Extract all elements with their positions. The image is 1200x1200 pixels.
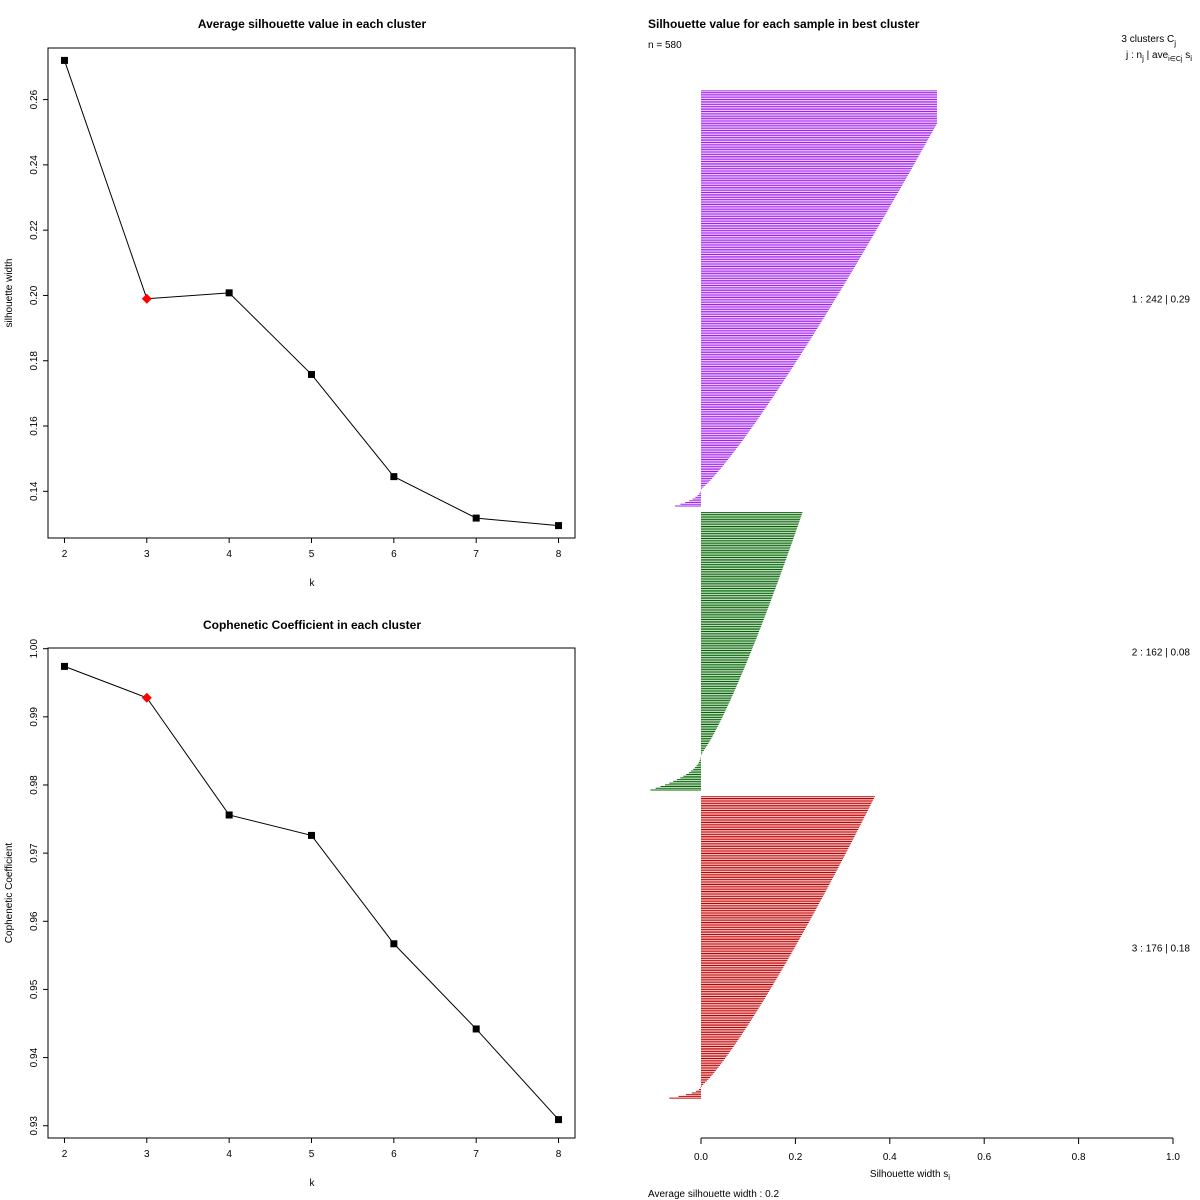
- data-point: [390, 473, 398, 481]
- x-tick-label: 0.6: [977, 1152, 991, 1163]
- y-axis-label: Cophenetic Coefficient: [4, 843, 15, 944]
- data-point: [225, 811, 233, 819]
- x-axis-ticks: 2 3 4 5 6 7 8: [62, 1138, 562, 1160]
- data-point: [472, 1025, 480, 1033]
- chart-title: Silhouette value for each sample in best…: [648, 17, 920, 31]
- x-tick-label: 5: [309, 549, 315, 560]
- y-axis-ticks: 0.14 0.16 0.18 0.20 0.22 0.24 0.26: [29, 89, 48, 501]
- data-point: [472, 514, 480, 522]
- x-tick-label: 7: [473, 1149, 479, 1160]
- silhouette-line-chart: Average silhouette value in each cluster…: [4, 17, 576, 589]
- y-tick-label: 0.97: [29, 843, 40, 863]
- data-point: [555, 522, 563, 530]
- data-series: [60, 662, 563, 1124]
- data-point: [555, 1116, 563, 1124]
- y-tick-label: 0.20: [29, 285, 40, 305]
- x-axis-ticks: 0.0 0.2 0.4 0.6 0.8 1.0: [694, 1138, 1180, 1163]
- data-point: [308, 370, 315, 378]
- data-series: [60, 56, 563, 530]
- y-tick-label: 0.26: [29, 89, 40, 109]
- series-line: [63, 60, 559, 527]
- series-line: [64, 665, 559, 1120]
- chart-title: Cophenetic Coefficient in each cluster: [203, 618, 421, 632]
- x-tick-label: 1.0: [1166, 1152, 1180, 1163]
- y-tick-label: 0.93: [29, 1116, 40, 1136]
- y-tick-label: 0.24: [29, 155, 40, 175]
- y-tick-label: 0.94: [29, 1047, 40, 1067]
- y-tick-label: 0.95: [29, 979, 40, 999]
- x-axis-ticks: 2 3 4 5 6 7 8: [62, 538, 562, 560]
- silhouette-bars: [650, 90, 937, 1099]
- best-k-point: [141, 692, 152, 703]
- x-tick-label: 6: [391, 1149, 397, 1160]
- silhouette-bar-chart: Silhouette value for each sample in best…: [648, 17, 1192, 1200]
- x-tick-label: 4: [226, 549, 232, 560]
- y-axis-ticks: 0.93 0.94 0.95 0.96 0.97 0.98 0.99 1.00: [29, 639, 48, 1136]
- y-tick-label: 0.14: [29, 481, 40, 501]
- y-tick-label: 0.98: [29, 775, 40, 795]
- x-tick-label: 8: [556, 1149, 562, 1160]
- x-tick-label: 8: [556, 549, 562, 560]
- x-tick-label: 6: [391, 549, 397, 560]
- x-tick-label: 0.0: [694, 1152, 708, 1163]
- legend-columns: j : nj | avei∈Cj si: [1125, 50, 1192, 63]
- x-tick-label: 2: [62, 549, 68, 560]
- x-tick-label: 2: [62, 1149, 68, 1160]
- x-tick-label: 0.8: [1072, 1152, 1086, 1163]
- chart-title: Average silhouette value in each cluster: [198, 17, 427, 31]
- data-point: [308, 831, 315, 839]
- x-axis-label: k: [310, 578, 316, 589]
- x-axis-label: k: [310, 1178, 316, 1189]
- cluster-label: 2 : 162 | 0.08: [1132, 647, 1191, 658]
- data-point: [225, 289, 233, 297]
- x-tick-label: 3: [144, 549, 150, 560]
- data-point: [60, 56, 68, 64]
- x-tick-label: 4: [226, 1149, 232, 1160]
- y-tick-label: 0.99: [29, 707, 40, 727]
- data-point: [60, 662, 68, 670]
- x-tick-label: 7: [473, 549, 479, 560]
- y-tick-label: 1.00: [29, 639, 40, 659]
- x-tick-label: 0.2: [788, 1152, 802, 1163]
- y-tick-label: 0.22: [29, 220, 40, 240]
- cluster-labels: 1 : 242 | 0.29 2 : 162 | 0.08 3 : 176 | 0.…: [1132, 294, 1191, 954]
- x-tick-label: 3: [144, 1149, 150, 1160]
- cluster-label: 3 : 176 | 0.18: [1132, 943, 1191, 954]
- y-axis-label: silhouette width: [4, 259, 15, 328]
- y-tick-label: 0.16: [29, 416, 40, 436]
- plot-frame: [47, 47, 576, 539]
- x-tick-label: 5: [309, 1149, 315, 1160]
- cluster-label: 1 : 242 | 0.29: [1132, 294, 1191, 305]
- cophenetic-line-chart: Cophenetic Coefficient in each cluster 2…: [4, 618, 576, 1189]
- data-point: [390, 940, 398, 948]
- y-tick-label: 0.18: [29, 351, 40, 371]
- best-k-point: [141, 293, 152, 304]
- y-tick-label: 0.96: [29, 911, 40, 931]
- plot-frame: [47, 647, 576, 1139]
- average-silhouette-footer: Average silhouette width : 0.2: [648, 1189, 779, 1200]
- legend-header: 3 clusters Cj: [1121, 34, 1176, 48]
- x-tick-label: 0.4: [883, 1152, 897, 1163]
- sample-count: n = 580: [648, 40, 682, 51]
- x-axis-label: Silhouette width si: [870, 1169, 950, 1182]
